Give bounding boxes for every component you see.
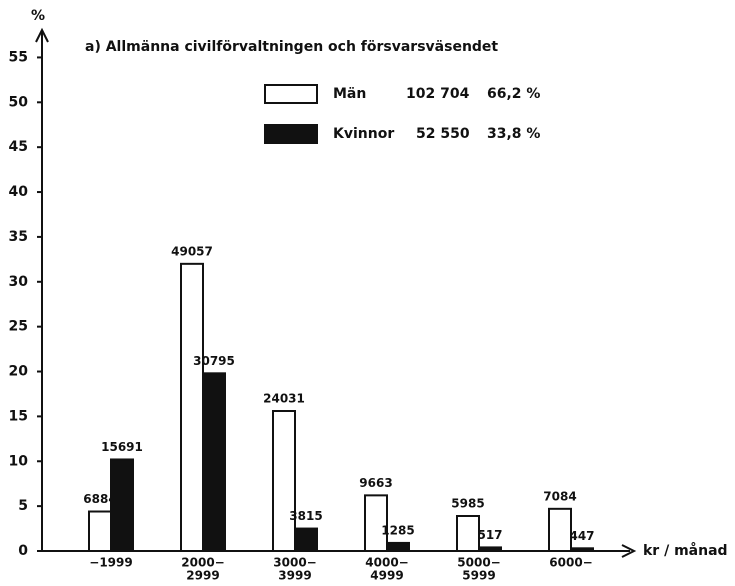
x-tick-label: 2000− (181, 556, 224, 570)
legend-label: Män (333, 86, 366, 102)
data-label: 7084 (543, 489, 576, 503)
bar (110, 458, 134, 553)
bar (202, 372, 226, 552)
bar (548, 507, 572, 552)
y-arrow (35, 27, 49, 43)
y-tick-label: 20 (9, 364, 29, 380)
x-arrow (621, 544, 637, 558)
y-tick-label: 5 (18, 498, 28, 514)
chart-title: a) Allmänna civilförvaltningen och försv… (85, 39, 498, 55)
y-tick-label: 0 (18, 543, 28, 559)
y-tick-label: 45 (9, 139, 28, 155)
data-label: 49057 (171, 244, 213, 258)
y-tick-label: 35 (9, 229, 28, 245)
y-tick-label: 10 (9, 453, 29, 469)
x-tick-label: 6000− (549, 556, 592, 570)
data-label: 447 (569, 529, 594, 543)
bar (272, 410, 296, 552)
legend-share: 66,2 % (487, 86, 540, 102)
data-label: 1285 (381, 523, 414, 537)
data-label: 15691 (101, 440, 143, 454)
data-label: 6884 (83, 492, 116, 506)
legend-total: 102 704 (406, 86, 470, 102)
x-tick-label: 4000− (365, 556, 408, 570)
x-tick-label: −1999 (89, 556, 132, 570)
y-tick-label: 40 (9, 184, 29, 200)
y-tick-label: 25 (9, 319, 28, 335)
y-tick-label: 30 (9, 274, 29, 290)
x-tick-label: 3000− (273, 556, 316, 570)
x-tick-label: 5000− (457, 556, 500, 570)
data-label: 5985 (451, 497, 484, 511)
y-tick-label: 50 (9, 94, 29, 110)
x-tick-label: 5999 (462, 569, 495, 583)
bar (88, 510, 112, 552)
x-axis-label: kr / månad (643, 542, 728, 559)
legend-swatch (264, 124, 318, 144)
bar (180, 262, 204, 552)
y-axis-label: % (31, 8, 45, 24)
bar (386, 541, 410, 552)
bar (570, 547, 594, 552)
legend-label: Kvinnor (333, 126, 394, 142)
bar (294, 527, 318, 553)
x-tick-label: 4999 (370, 569, 403, 583)
legend-total: 52 550 (416, 126, 470, 142)
bar (364, 494, 388, 552)
x-tick-label: 3999 (278, 569, 311, 583)
data-label: 9663 (359, 476, 392, 490)
bar (478, 546, 502, 553)
data-label: 30795 (193, 354, 235, 368)
x-tick-label: 2999 (186, 569, 219, 583)
legend-swatch (264, 84, 318, 104)
y-tick-label: 15 (9, 408, 28, 424)
y-tick-label: 55 (9, 49, 28, 65)
data-label: 24031 (263, 392, 305, 406)
legend-share: 33,8 % (487, 126, 540, 142)
bar (456, 515, 480, 552)
data-label: 517 (477, 528, 502, 542)
data-label: 3815 (289, 509, 322, 523)
